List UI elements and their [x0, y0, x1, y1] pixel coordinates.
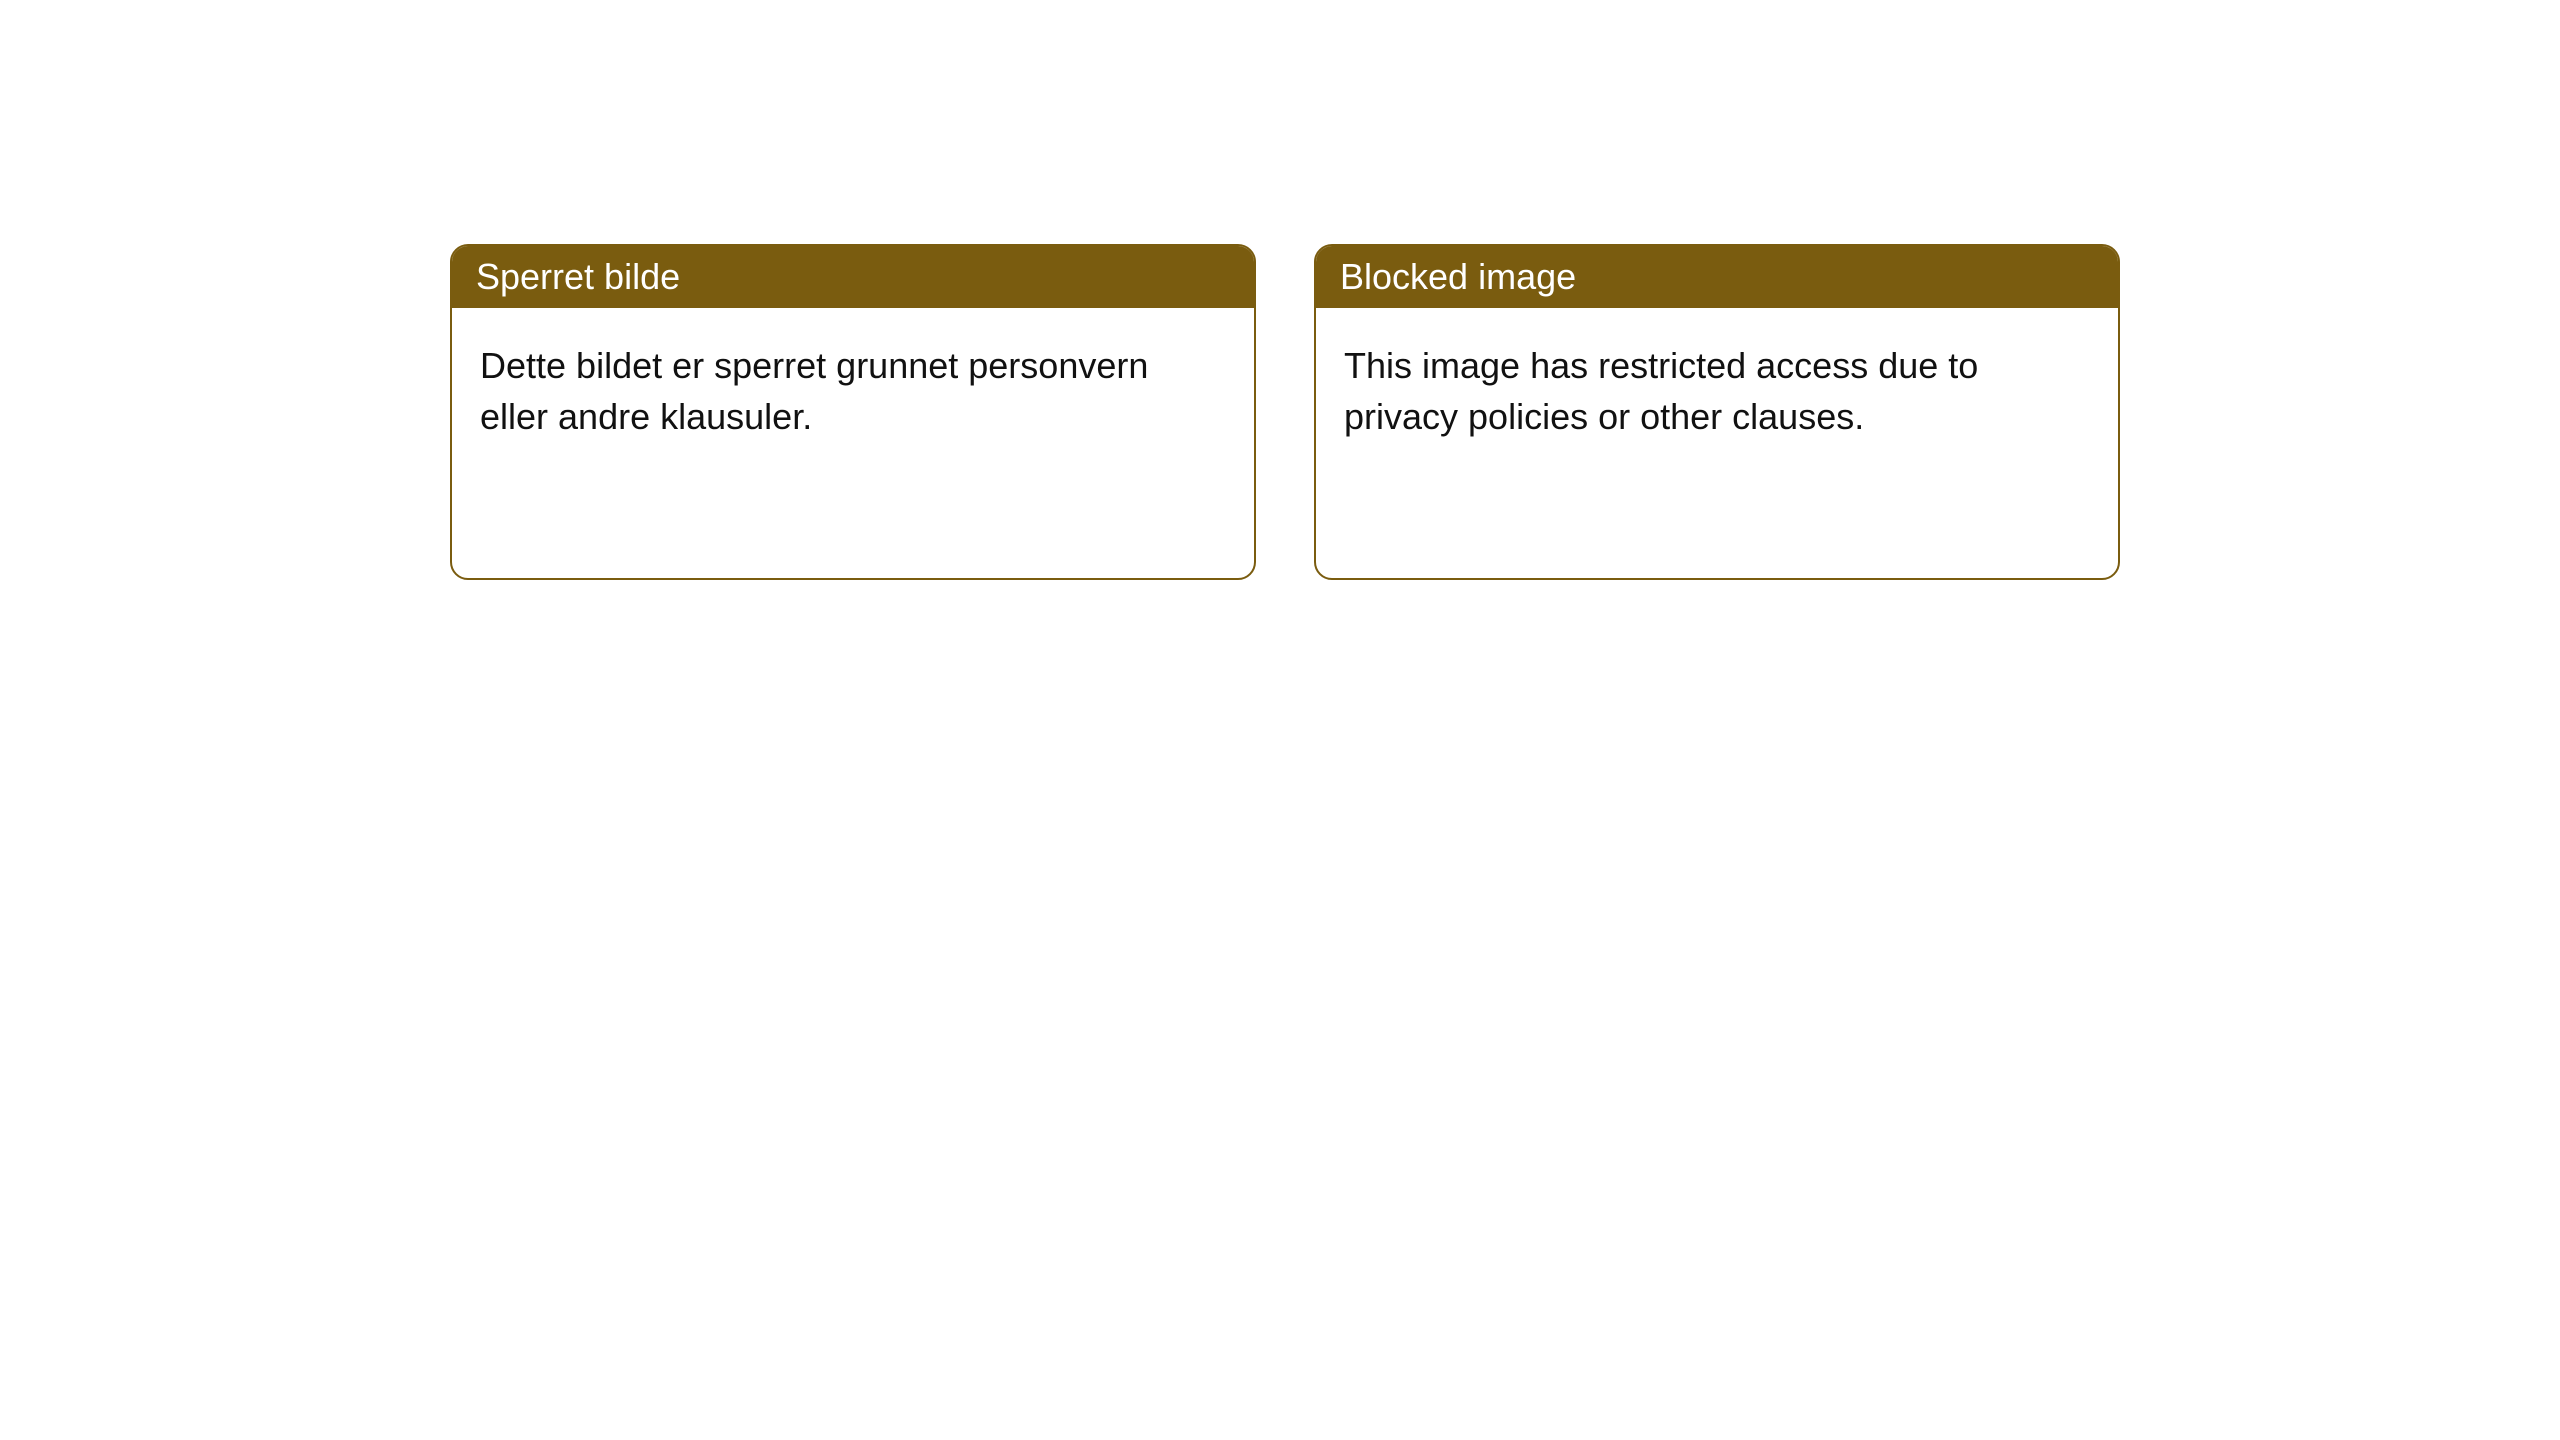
blocked-image-card-en: Blocked image This image has restricted …: [1314, 244, 2120, 580]
blocked-image-card-no: Sperret bilde Dette bildet er sperret gr…: [450, 244, 1256, 580]
card-header: Blocked image: [1316, 246, 2118, 308]
card-header: Sperret bilde: [452, 246, 1254, 308]
card-body: This image has restricted access due to …: [1316, 308, 2118, 474]
cards-container: Sperret bilde Dette bildet er sperret gr…: [0, 0, 2560, 580]
card-body: Dette bildet er sperret grunnet personve…: [452, 308, 1254, 474]
